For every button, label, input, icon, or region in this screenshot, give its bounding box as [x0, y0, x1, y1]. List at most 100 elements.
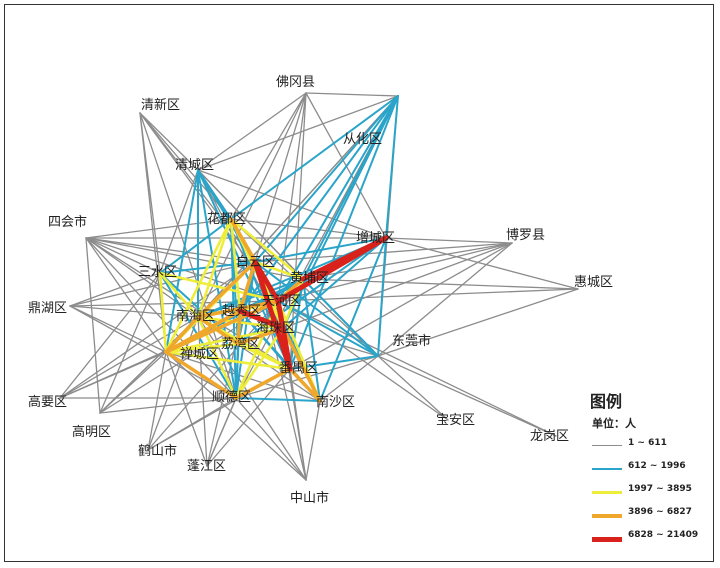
flow-line-dinghu-chancheng: [69, 305, 167, 353]
flow-line-huicheng-huangpu: [302, 278, 579, 290]
flow-line-conghua-yuexiu: [239, 95, 399, 312]
flow-line-shunde-baiyun: [235, 261, 256, 399]
flow-line-boluo-panyu: [289, 242, 513, 370]
flow-line-baiyun-panyu: [252, 259, 293, 372]
flow-line-huadu-zengcheng: [230, 218, 387, 239]
legend-label: 6828 ~ 21409: [628, 530, 699, 540]
place-label-heshan: 鹤山市: [138, 443, 177, 459]
place-label-tianhe: 天河区: [262, 294, 301, 309]
place-label-baiyun: 白云区: [236, 254, 275, 270]
place-label-gaoming: 高明区: [72, 424, 111, 440]
legend-swatch: [592, 514, 622, 518]
flow-line-huicheng-zengcheng: [385, 237, 579, 290]
flow-line-baoan-dongguan: [377, 355, 449, 421]
flow-line-chancheng-panyu: [164, 350, 292, 371]
place-label-conghua: 从化区: [343, 132, 382, 147]
legend-swatch: [592, 468, 622, 470]
flow-line-pengjiang-nanhai: [197, 316, 208, 467]
flow-line-zhongshan-nansha: [305, 400, 321, 481]
legend-item-2: 612 ~ 1996: [588, 458, 710, 481]
flow-line-boluo-tianhe: [277, 242, 513, 302]
flow-line-pengjiang-chancheng: [165, 351, 208, 467]
flow-line-dinghu-sanshui: [69, 272, 161, 307]
flow-line-pengjiang-panyu: [206, 368, 291, 467]
place-label-qingcheng: 清城区: [175, 158, 214, 173]
place-label-zhongshan: 中山市: [290, 490, 329, 506]
flow-line-chancheng-nanhai: [164, 315, 200, 354]
flow-line-sihui-baiyun: [85, 237, 256, 263]
place-label-zengcheng: 增城区: [356, 231, 395, 246]
flow-line-boluo-zengcheng: [385, 237, 513, 244]
legend-item-4: 3896 ~ 6827: [588, 504, 710, 527]
flow-line-heshan-chancheng: [147, 351, 167, 451]
flow-line-huangpu-panyu: [289, 278, 304, 370]
place-label-boluo: 博罗县: [506, 228, 545, 243]
place-label-dinghu: 鼎湖区: [28, 301, 67, 316]
flow-line-dinghu-baiyun: [69, 261, 256, 307]
legend: 图例 单位：人 1 ~ 611 612 ~ 1996 1997 ~ 3895 3896…: [588, 388, 710, 550]
place-label-huicheng: 惠城区: [574, 275, 613, 290]
flow-line-gaoming-shunde: [99, 397, 237, 414]
place-label-baoan: 宝安区: [436, 413, 475, 428]
flow-line-fogang-qingcheng: [197, 92, 307, 171]
legend-label: 1 ~ 611: [628, 438, 667, 448]
flow-line-dongguan-haizhu: [282, 327, 379, 357]
flow-line-sanshui-chancheng: [158, 271, 168, 354]
flow-line-nanhai-tianhe: [196, 299, 280, 319]
flow-line-sihui-sanshui: [85, 237, 161, 274]
flow-line-shunde-nansha: [235, 397, 321, 402]
flow-line-chancheng-tianhe: [164, 299, 280, 354]
place-label-yuexiu: 越秀区: [222, 304, 261, 319]
flow-line-sihui-shunde: [85, 237, 237, 399]
legend-swatch: [592, 445, 622, 447]
flow-line-conghua-huadu: [230, 95, 399, 220]
flow-line-gaoyao-sanshui: [59, 272, 161, 399]
flow-line-zhongshan-shunde: [235, 397, 307, 481]
place-label-fogang: 佛冈县: [276, 75, 315, 90]
flow-line-gaoming-sanshui: [99, 272, 161, 414]
place-label-qingxin: 清新区: [141, 97, 180, 113]
flow-line-boluo-haizhu: [282, 242, 513, 329]
flow-line-huadu-nanhai: [196, 217, 233, 319]
place-label-chancheng: 禅城区: [180, 347, 219, 362]
legend-swatch: [592, 491, 622, 494]
place-label-longgang: 龙岗区: [530, 429, 569, 444]
flow-line-huadu-chancheng: [164, 217, 233, 354]
flow-line-tianhe-haizhu: [275, 298, 286, 331]
flow-line-qingcheng-zengcheng: [197, 169, 387, 239]
legend-item-1: 1 ~ 611: [588, 435, 710, 458]
place-label-gaoyao: 高要区: [28, 394, 67, 410]
flow-line-zhongshan-chancheng: [165, 351, 307, 481]
place-label-liwan: 荔湾区: [221, 336, 260, 352]
flow-line-dongguan-zengcheng: [377, 237, 387, 357]
flow-line-shunde-haizhu: [234, 326, 285, 400]
place-label-shunde: 顺德区: [212, 390, 251, 405]
flow-line-dinghu-shunde: [69, 305, 237, 399]
place-label-nansha: 南沙区: [316, 394, 355, 410]
flow-line-fogang-baiyun: [254, 92, 307, 263]
place-label-huangpu: 黄埔区: [290, 271, 329, 286]
flow-line-dongguan-baiyun: [254, 261, 379, 357]
legend-item-5: 6828 ~ 21409: [588, 527, 710, 550]
flow-line-conghua-tianhe: [277, 95, 399, 302]
place-label-pengjiang: 蓬江区: [187, 459, 226, 474]
flow-line-boluo-baiyun: [254, 242, 513, 263]
flow-line-huicheng-dongguan: [377, 288, 579, 357]
place-label-haizhu: 海珠区: [256, 321, 295, 336]
flow-line-qingxin-qingcheng: [139, 112, 199, 171]
flow-line-nansha-huangpu: [302, 278, 321, 402]
flow-line-longgang-dongguan: [377, 355, 557, 437]
flow-line-huadu-sanshui: [159, 218, 232, 274]
legend-label: 3896 ~ 6827: [628, 507, 692, 517]
flow-line-yuexiu-haizhu: [237, 308, 286, 331]
flow-line-chancheng-shunde: [164, 350, 238, 400]
legend-swatch: [592, 537, 622, 542]
flow-line-dongguan-tianhe: [277, 300, 379, 357]
flow-line-conghua-qingcheng: [197, 95, 399, 171]
legend-rows: 1 ~ 611 612 ~ 1996 1997 ~ 3895 3896 ~ 6827 6…: [588, 435, 710, 550]
flow-lines: [59, 92, 579, 481]
flow-line-liwan-panyu: [236, 342, 292, 371]
flow-line-sanshui-tianhe: [158, 271, 280, 303]
flow-line-haizhu-nansha: [281, 326, 322, 403]
legend-label: 612 ~ 1996: [628, 461, 686, 471]
